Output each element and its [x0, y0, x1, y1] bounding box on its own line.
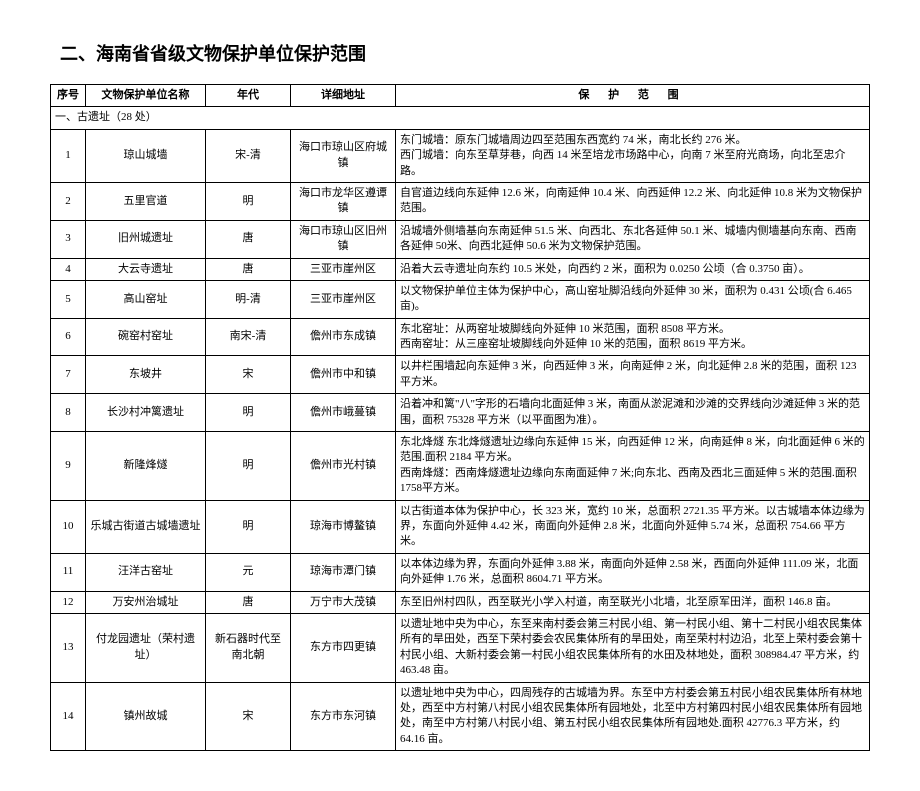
table-row: 4大云寺遗址唐三亚市崖州区沿着大云寺遗址向东约 10.5 米处，向西约 2 米，… [51, 258, 870, 280]
cell-seq: 10 [51, 500, 86, 553]
cell-era: 明 [206, 500, 291, 553]
cell-addr: 琼海市潭门镇 [291, 553, 396, 591]
cell-name: 旧州城遗址 [86, 220, 206, 258]
header-era: 年代 [206, 85, 291, 107]
cell-name: 万安州治城址 [86, 591, 206, 613]
header-name: 文物保护单位名称 [86, 85, 206, 107]
cell-era: 元 [206, 553, 291, 591]
cell-scope: 东北窑址：从两窑址坡脚线向外延伸 10 米范围，面积 8508 平方米。 西南窑… [396, 318, 870, 356]
header-scope: 保 护 范 围 [396, 85, 870, 107]
cell-addr: 海口市龙华区遵谭镇 [291, 182, 396, 220]
table-row: 13付龙园遗址（荣村遗址）新石器时代至南北朝东方市四更镇以遗址地中央为中心，东至… [51, 613, 870, 682]
cell-name: 镇州故城 [86, 682, 206, 751]
cell-addr: 东方市东河镇 [291, 682, 396, 751]
cell-scope: 以遗址地中央为中心，东至来南村委会第三村民小组、第一村民小组、第十二村民小组农民… [396, 613, 870, 682]
cell-scope: 东门城墙：原东门城墙周边四至范围东西宽约 74 米，南北长约 276 米。 西门… [396, 129, 870, 182]
cell-name: 高山窑址 [86, 280, 206, 318]
cell-addr: 东方市四更镇 [291, 613, 396, 682]
cell-name: 新隆烽燧 [86, 432, 206, 501]
cell-addr: 万宁市大茂镇 [291, 591, 396, 613]
table-row: 10乐城古街道古城墙遗址明琼海市博鳌镇以古街道本体为保护中心，长 323 米，宽… [51, 500, 870, 553]
cell-scope: 自官道边线向东延伸 12.6 米，向南延伸 10.4 米、向西延伸 12.2 米… [396, 182, 870, 220]
cell-name: 付龙园遗址（荣村遗址） [86, 613, 206, 682]
table-row: 8长沙村冲篱遗址明儋州市峨蔓镇沿着冲和篱"八"字形的石墙向北面延伸 3 米，南面… [51, 394, 870, 432]
table-row: 14镇州故城宋东方市东河镇以遗址地中央为中心，四周残存的古城墙为界。东至中方村委… [51, 682, 870, 751]
table-row: 1琼山城墙宋-清海口市琼山区府城镇东门城墙：原东门城墙周边四至范围东西宽约 74… [51, 129, 870, 182]
cell-addr: 儋州市峨蔓镇 [291, 394, 396, 432]
cell-seq: 1 [51, 129, 86, 182]
cell-era: 明 [206, 182, 291, 220]
cell-era: 唐 [206, 220, 291, 258]
table-row: 5高山窑址明-清三亚市崖州区以文物保护单位主体为保护中心，高山窑址脚沿线向外延伸… [51, 280, 870, 318]
cell-name: 大云寺遗址 [86, 258, 206, 280]
cell-seq: 6 [51, 318, 86, 356]
table-row: 11汪洋古窑址元琼海市潭门镇以本体边缘为界，东面向外延伸 3.88 米，南面向外… [51, 553, 870, 591]
table-row: 2五里官道明海口市龙华区遵谭镇自官道边线向东延伸 12.6 米，向南延伸 10.… [51, 182, 870, 220]
header-seq: 序号 [51, 85, 86, 107]
table-row: 7东坡井宋儋州市中和镇以井栏围墙起向东延伸 3 米，向西延伸 3 米，向南延伸 … [51, 356, 870, 394]
cell-scope: 以遗址地中央为中心，四周残存的古城墙为界。东至中方村委会第五村民小组农民集体所有… [396, 682, 870, 751]
cell-scope: 东北烽燧 东北烽燧遗址边缘向东延伸 15 米，向西延伸 12 米，向南延伸 8 … [396, 432, 870, 501]
cell-addr: 海口市琼山区旧州镇 [291, 220, 396, 258]
section-row: 一、古遗址（28 处） [51, 107, 870, 129]
cell-addr: 儋州市光村镇 [291, 432, 396, 501]
header-row: 序号 文物保护单位名称 年代 详细地址 保 护 范 围 [51, 85, 870, 107]
cell-era: 明-清 [206, 280, 291, 318]
cell-seq: 9 [51, 432, 86, 501]
cell-era: 唐 [206, 258, 291, 280]
page-title: 二、海南省省级文物保护单位保护范围 [50, 40, 870, 66]
cell-scope: 以古街道本体为保护中心，长 323 米，宽约 10 米，总面积 2721.35 … [396, 500, 870, 553]
cell-addr: 三亚市崖州区 [291, 258, 396, 280]
table-row: 6碗窑村窑址南宋-清儋州市东成镇东北窑址：从两窑址坡脚线向外延伸 10 米范围，… [51, 318, 870, 356]
cell-addr: 儋州市东成镇 [291, 318, 396, 356]
cell-era: 唐 [206, 591, 291, 613]
cell-name: 汪洋古窑址 [86, 553, 206, 591]
section-label: 一、古遗址（28 处） [51, 107, 870, 129]
cell-era: 明 [206, 394, 291, 432]
cell-name: 碗窑村窑址 [86, 318, 206, 356]
cell-seq: 14 [51, 682, 86, 751]
cell-era: 南宋-清 [206, 318, 291, 356]
cell-addr: 儋州市中和镇 [291, 356, 396, 394]
cell-scope: 以井栏围墙起向东延伸 3 米，向西延伸 3 米，向南延伸 2 米，向北延伸 2.… [396, 356, 870, 394]
cell-seq: 11 [51, 553, 86, 591]
cell-seq: 13 [51, 613, 86, 682]
cell-addr: 琼海市博鳌镇 [291, 500, 396, 553]
cell-addr: 海口市琼山区府城镇 [291, 129, 396, 182]
table-row: 9新隆烽燧明儋州市光村镇东北烽燧 东北烽燧遗址边缘向东延伸 15 米，向西延伸 … [51, 432, 870, 501]
cell-addr: 三亚市崖州区 [291, 280, 396, 318]
cell-scope: 沿城墙外侧墙基向东南延伸 51.5 米、向西北、东北各延伸 50.1 米、城墙内… [396, 220, 870, 258]
table-row: 12万安州治城址唐万宁市大茂镇东至旧州村四队，西至联光小学入村道，南至联光小北墙… [51, 591, 870, 613]
cell-name: 乐城古街道古城墙遗址 [86, 500, 206, 553]
cell-era: 宋-清 [206, 129, 291, 182]
cell-seq: 4 [51, 258, 86, 280]
cell-seq: 12 [51, 591, 86, 613]
cell-name: 东坡井 [86, 356, 206, 394]
cell-name: 五里官道 [86, 182, 206, 220]
cell-scope: 沿着冲和篱"八"字形的石墙向北面延伸 3 米，南面从淤泥滩和沙滩的交界线向沙滩延… [396, 394, 870, 432]
cell-seq: 8 [51, 394, 86, 432]
cell-era: 新石器时代至南北朝 [206, 613, 291, 682]
heritage-table: 序号 文物保护单位名称 年代 详细地址 保 护 范 围 一、古遗址（28 处） … [50, 84, 870, 751]
cell-era: 明 [206, 432, 291, 501]
table-row: 3旧州城遗址唐海口市琼山区旧州镇沿城墙外侧墙基向东南延伸 51.5 米、向西北、… [51, 220, 870, 258]
cell-scope: 以本体边缘为界，东面向外延伸 3.88 米，南面向外延伸 2.58 米，西面向外… [396, 553, 870, 591]
cell-name: 琼山城墙 [86, 129, 206, 182]
cell-name: 长沙村冲篱遗址 [86, 394, 206, 432]
cell-scope: 以文物保护单位主体为保护中心，高山窑址脚沿线向外延伸 30 米，面积为 0.43… [396, 280, 870, 318]
cell-seq: 3 [51, 220, 86, 258]
cell-seq: 7 [51, 356, 86, 394]
cell-era: 宋 [206, 356, 291, 394]
cell-seq: 5 [51, 280, 86, 318]
cell-scope: 沿着大云寺遗址向东约 10.5 米处，向西约 2 米，面积为 0.0250 公顷… [396, 258, 870, 280]
cell-era: 宋 [206, 682, 291, 751]
cell-seq: 2 [51, 182, 86, 220]
cell-scope: 东至旧州村四队，西至联光小学入村道，南至联光小北墙，北至原军田洋，面积 146.… [396, 591, 870, 613]
header-addr: 详细地址 [291, 85, 396, 107]
